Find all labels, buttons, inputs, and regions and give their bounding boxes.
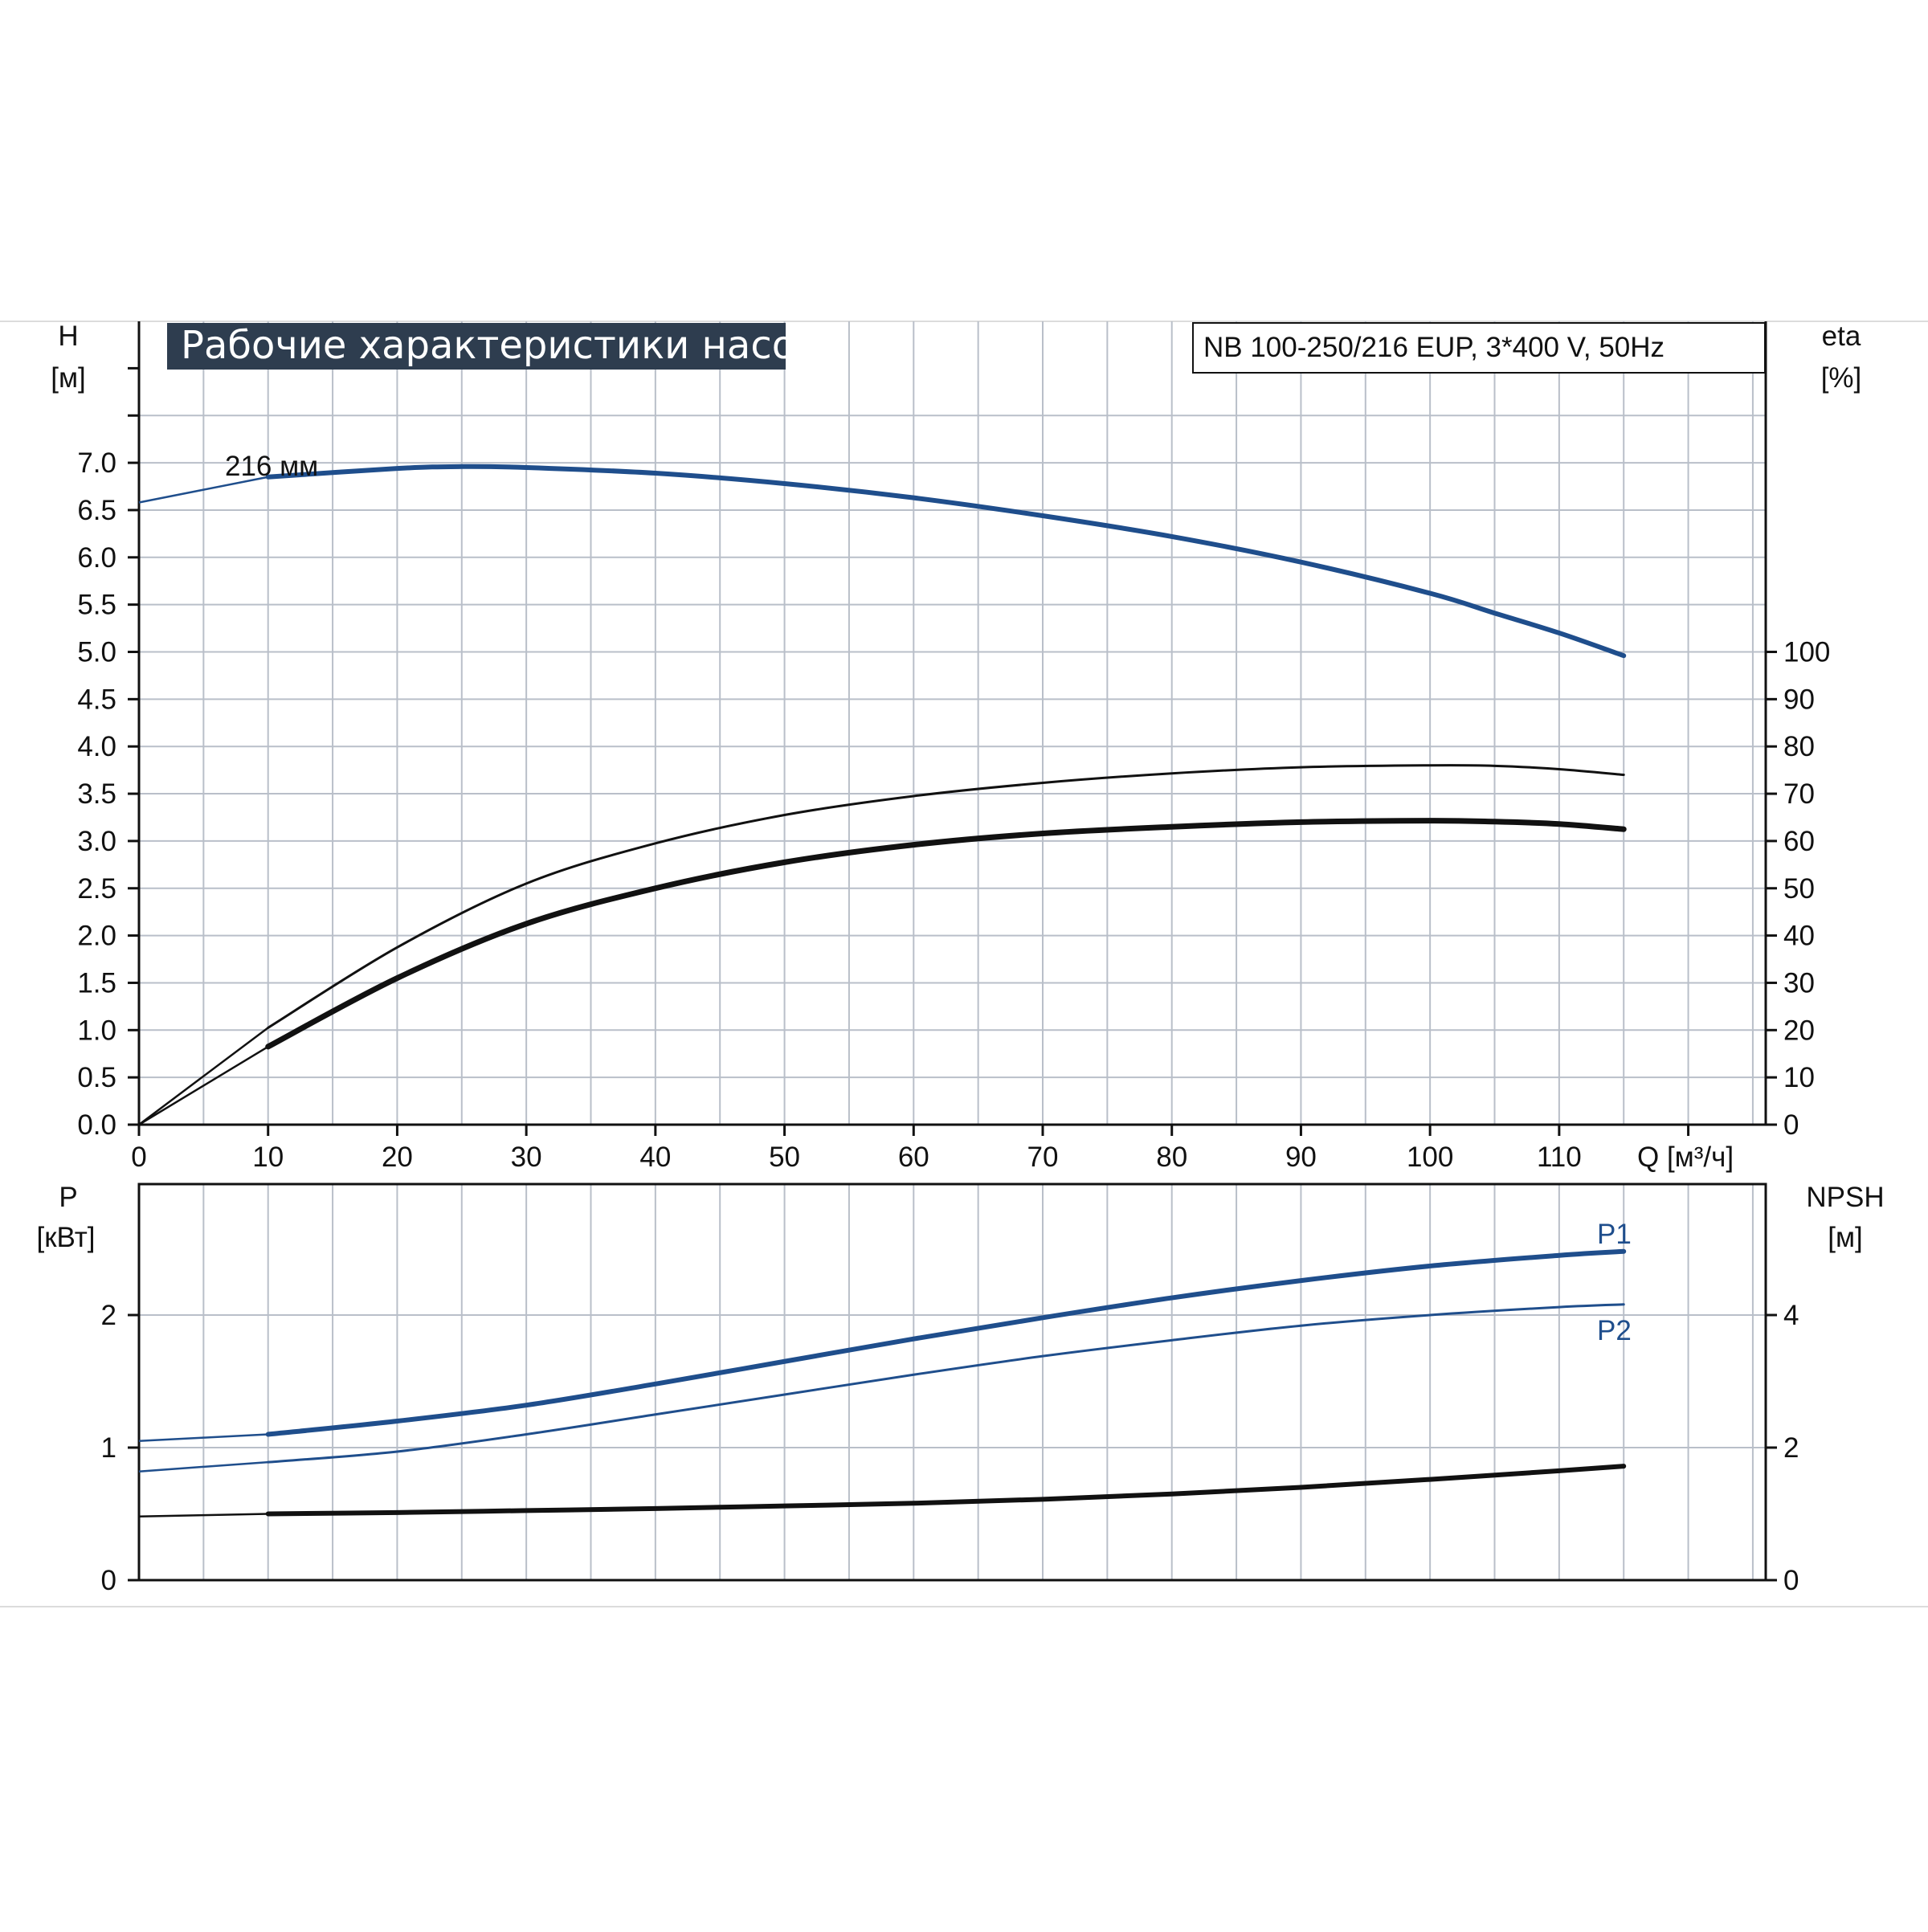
y2-tick-label: 100 [1783, 637, 1830, 668]
x-axis-label: Q [м³/ч] [1637, 1142, 1734, 1173]
p1-label: P1 [1597, 1219, 1632, 1250]
curves [138, 464, 1627, 1518]
eta-total-curve [265, 818, 1627, 1050]
bottom-frame [137, 1182, 1767, 1582]
x-tick-label: 110 [1537, 1142, 1582, 1173]
p-tick-label: 0 [101, 1565, 116, 1596]
y-tick-label: 4.0 [77, 731, 116, 762]
y2-tick-label: 0 [1783, 1109, 1799, 1141]
x-tick-label: 30 [511, 1142, 542, 1173]
p-tick-label: 1 [101, 1432, 116, 1464]
p1-curve [265, 1248, 1627, 1437]
y2-tick-label: 10 [1783, 1062, 1815, 1093]
bottom-grid [139, 1184, 1766, 1580]
x-tick-label: 10 [252, 1142, 284, 1173]
y2-tick-label: 80 [1783, 731, 1815, 762]
y2-tick-label: 20 [1783, 1015, 1815, 1046]
x-tick-label: 50 [769, 1142, 800, 1173]
y-tick-label: 2.0 [77, 921, 116, 952]
x-tick-label: 60 [898, 1142, 929, 1173]
y2-tick-label: 70 [1783, 778, 1815, 810]
npsh-curve-extension [138, 1513, 268, 1518]
p1-curve-extension [138, 1433, 268, 1442]
y2-tick-label: 60 [1783, 826, 1815, 857]
eta-hydraulic-curve-extension [138, 1027, 269, 1125]
x-tick-label: 80 [1156, 1142, 1187, 1173]
p-axis-unit: [кВт] [37, 1222, 96, 1253]
npsh-curve [265, 1464, 1627, 1517]
y2-axis-unit: [%] [1821, 362, 1862, 394]
p2-curve [267, 1303, 1625, 1464]
y2-tick-label: 50 [1783, 873, 1815, 905]
y-axis-label: H [58, 321, 78, 352]
title-badge [167, 323, 786, 370]
head-curve [265, 464, 1627, 659]
y-tick-label: 1.5 [77, 967, 116, 999]
model-label: NB 100-250/216 EUP, 3*400 V, 50Hz [1203, 332, 1665, 363]
x-tick-label: 20 [382, 1142, 413, 1173]
y-tick-label: 1.0 [77, 1015, 116, 1046]
eta-hydraulic-curve [267, 764, 1625, 1029]
y-axis-unit: [м] [51, 362, 86, 394]
model-box [1192, 322, 1766, 374]
p-axis-label: P [59, 1182, 77, 1213]
y-tick-label: 0.5 [77, 1062, 116, 1093]
bottom-ticks: 0 1 2 0 2 4 [101, 1300, 1799, 1596]
y-tick-label: 6.0 [77, 542, 116, 574]
npsh-tick-label: 4 [1783, 1300, 1799, 1331]
top-grid [139, 321, 1766, 1125]
x-tick-label: 70 [1027, 1142, 1059, 1173]
x-tick-label: 100 [1407, 1142, 1453, 1173]
npsh-axis-unit: [м] [1828, 1222, 1863, 1253]
y2-tick-label: 90 [1783, 684, 1815, 715]
p2-curve-extension [138, 1460, 268, 1472]
y-tick-label: 6.5 [77, 495, 116, 526]
npsh-axis-label: NPSH [1806, 1182, 1884, 1213]
y-tick-label: 4.5 [77, 684, 116, 715]
curve-labels: 216 мм P1 P2 [225, 451, 1632, 1346]
y-tick-label: 5.5 [77, 590, 116, 621]
x-tick-label: 90 [1285, 1142, 1317, 1173]
chart-title: Рабочие характеристики насоса [181, 323, 840, 368]
impeller-diameter-label: 216 мм [225, 451, 318, 482]
npsh-tick-label: 2 [1783, 1432, 1799, 1464]
top-ticks: 0.0 0.5 1.0 1.5 2.0 2.5 3.0 3.5 4.0 4.5 5.0 5.5 6.0 6… [77, 366, 1830, 1173]
y-tick-label: 3.0 [77, 826, 116, 857]
y2-axis-label: eta [1822, 321, 1861, 352]
eta-total-curve-extension [138, 1045, 269, 1126]
x-tick-label: 40 [639, 1142, 671, 1173]
head-curve-extension [138, 476, 268, 504]
y-tick-label: 2.5 [77, 873, 116, 905]
y2-tick-label: 30 [1783, 967, 1815, 999]
y-tick-label: 5.0 [77, 637, 116, 668]
y-tick-label: 7.0 [77, 447, 116, 479]
p2-label: P2 [1597, 1315, 1632, 1346]
y-tick-label: 3.5 [77, 778, 116, 810]
p-tick-label: 2 [101, 1300, 116, 1331]
x-tick-label: 0 [131, 1142, 146, 1173]
y-tick-label: 0.0 [77, 1109, 116, 1141]
npsh-tick-label: 0 [1783, 1565, 1799, 1596]
y2-tick-label: 40 [1783, 921, 1815, 952]
